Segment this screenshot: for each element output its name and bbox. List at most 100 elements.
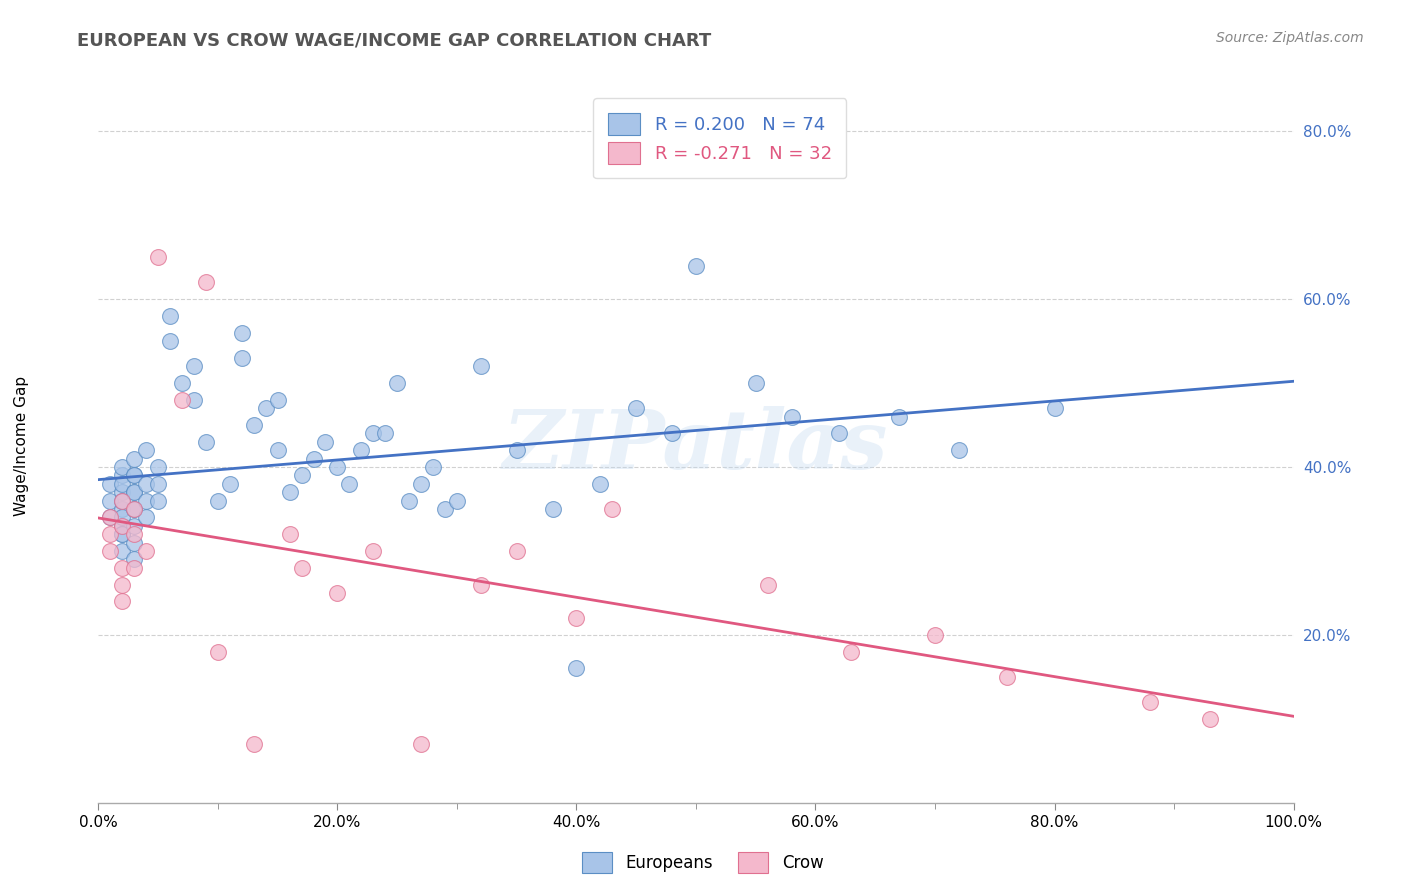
Point	[434, 502, 457, 516]
Point	[98, 510, 122, 524]
Point	[589, 476, 612, 491]
Point	[363, 426, 385, 441]
Point	[422, 460, 444, 475]
Point	[124, 552, 146, 566]
Point	[541, 502, 564, 516]
Point	[172, 376, 194, 390]
Point	[745, 376, 768, 390]
Point	[111, 577, 134, 591]
Point	[291, 560, 314, 574]
Point	[111, 510, 134, 524]
Point	[124, 485, 146, 500]
Point	[924, 628, 946, 642]
Point	[411, 737, 433, 751]
Point	[267, 443, 290, 458]
Point	[124, 502, 146, 516]
Point	[506, 544, 529, 558]
Point	[326, 460, 349, 475]
Point	[302, 451, 325, 466]
Point	[470, 359, 492, 374]
Point	[135, 493, 157, 508]
Point	[98, 510, 122, 524]
Point	[339, 476, 361, 491]
Point	[111, 468, 134, 483]
Point	[111, 518, 134, 533]
Point	[124, 502, 146, 516]
Point	[267, 392, 290, 407]
Point	[780, 409, 803, 424]
Point	[124, 468, 146, 483]
Y-axis label: Wage/Income Gap: Wage/Income Gap	[14, 376, 30, 516]
Point	[995, 670, 1018, 684]
Point	[135, 443, 157, 458]
Point	[111, 502, 134, 516]
Point	[124, 485, 146, 500]
Point	[243, 417, 266, 432]
Point	[374, 426, 396, 441]
Point	[350, 443, 373, 458]
Text: EUROPEAN VS CROW WAGE/INCOME GAP CORRELATION CHART: EUROPEAN VS CROW WAGE/INCOME GAP CORRELA…	[77, 31, 711, 49]
Point	[602, 502, 624, 516]
Point	[254, 401, 277, 416]
Point	[828, 426, 851, 441]
Point	[207, 645, 229, 659]
Point	[565, 611, 588, 625]
Point	[243, 737, 266, 751]
Point	[148, 493, 170, 508]
Point	[172, 392, 194, 407]
Point	[398, 493, 420, 508]
Point	[124, 518, 146, 533]
Point	[98, 476, 122, 491]
Point	[661, 426, 683, 441]
Point	[148, 476, 170, 491]
Point	[626, 401, 648, 416]
Point	[124, 468, 146, 483]
Point	[111, 493, 134, 508]
Point	[948, 443, 970, 458]
Point	[124, 451, 146, 466]
Point	[385, 376, 409, 390]
Point	[111, 518, 134, 533]
Point	[841, 645, 863, 659]
Point	[111, 544, 134, 558]
Point	[135, 510, 157, 524]
Point	[111, 527, 134, 541]
Point	[98, 544, 122, 558]
Point	[98, 493, 122, 508]
Point	[411, 476, 433, 491]
Point	[278, 527, 301, 541]
Point	[124, 502, 146, 516]
Point	[756, 577, 779, 591]
Point	[1199, 712, 1222, 726]
Point	[326, 586, 349, 600]
Point	[111, 460, 134, 475]
Point	[111, 476, 134, 491]
Point	[278, 485, 301, 500]
Point	[506, 443, 529, 458]
Point	[159, 309, 181, 323]
Point	[1139, 695, 1161, 709]
Point	[889, 409, 911, 424]
Point	[111, 527, 134, 541]
Point	[124, 535, 146, 549]
Point	[183, 359, 205, 374]
Point	[470, 577, 492, 591]
Point	[111, 493, 134, 508]
Legend: Europeans, Crow: Europeans, Crow	[576, 846, 830, 880]
Point	[124, 560, 146, 574]
Point	[291, 468, 314, 483]
Point	[135, 476, 157, 491]
Point	[446, 493, 468, 508]
Point	[111, 560, 134, 574]
Text: ZIPatlas: ZIPatlas	[503, 406, 889, 486]
Point	[195, 434, 218, 449]
Point	[98, 527, 122, 541]
Point	[124, 527, 146, 541]
Point	[111, 485, 134, 500]
Point	[148, 250, 170, 264]
Point	[148, 460, 170, 475]
Point	[1043, 401, 1066, 416]
Point	[111, 594, 134, 608]
Point	[135, 544, 157, 558]
Point	[183, 392, 205, 407]
